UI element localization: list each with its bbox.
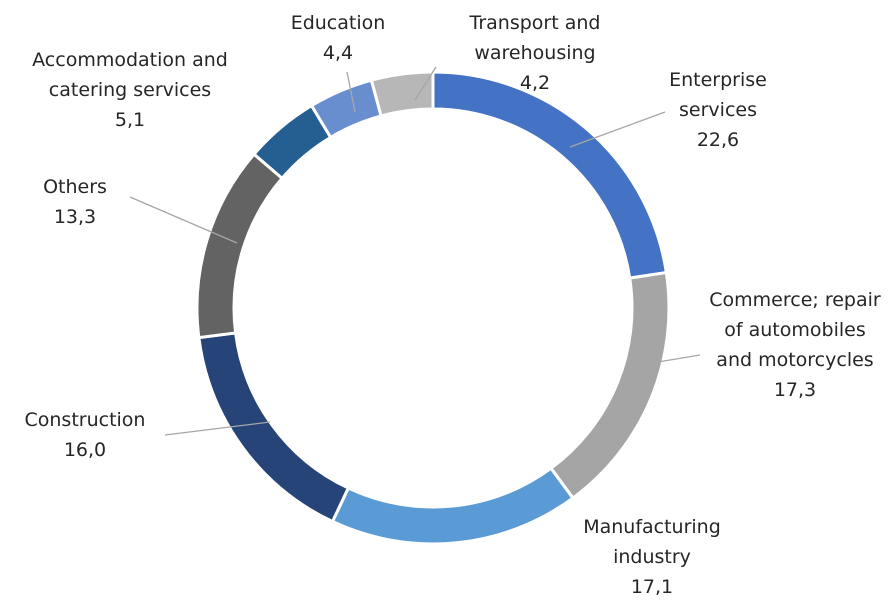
data-label: Others 13,3 <box>0 172 150 232</box>
donut-segment <box>548 270 671 501</box>
data-label: Transport and warehousing 4,2 <box>445 8 625 98</box>
value-label: 5,1 <box>114 109 146 131</box>
category-label: Commerce; repair of automobiles and moto… <box>709 289 881 371</box>
data-label: Commerce; repair of automobiles and moto… <box>705 285 885 405</box>
category-label: Transport and warehousing <box>469 12 601 64</box>
value-label: 13,3 <box>53 206 97 228</box>
value-label: 17,3 <box>773 379 817 401</box>
category-label: Others <box>43 176 107 198</box>
leader-line <box>164 421 271 436</box>
value-label: 16,0 <box>63 439 107 461</box>
leader-line <box>414 66 437 101</box>
category-label: Construction <box>24 409 146 431</box>
data-label: Manufacturing industry 17,1 <box>562 512 742 602</box>
value-label: 22,6 <box>696 129 740 151</box>
leader-line <box>346 71 356 113</box>
category-label: Manufacturing industry <box>583 516 721 568</box>
category-label: Education <box>290 12 386 34</box>
category-label: Enterprise services <box>669 69 767 121</box>
donut-segment <box>431 70 669 280</box>
donut-segment <box>195 152 285 340</box>
leader-line <box>639 354 701 366</box>
leader-line <box>569 111 666 148</box>
data-label: Education 4,4 <box>268 8 408 68</box>
value-label: 4,2 <box>519 72 551 94</box>
donut-segment <box>197 331 351 524</box>
value-label: 17,1 <box>630 576 674 598</box>
donut-segment <box>330 466 576 546</box>
data-label: Enterprise services 22,6 <box>638 65 798 155</box>
value-label: 4,4 <box>322 42 354 64</box>
donut-segment <box>369 70 435 118</box>
data-label: Accommodation and catering services 5,1 <box>0 45 260 135</box>
data-label: Construction 16,0 <box>0 405 170 465</box>
leader-line <box>129 196 238 244</box>
category-label: Accommodation and catering services <box>32 49 228 101</box>
